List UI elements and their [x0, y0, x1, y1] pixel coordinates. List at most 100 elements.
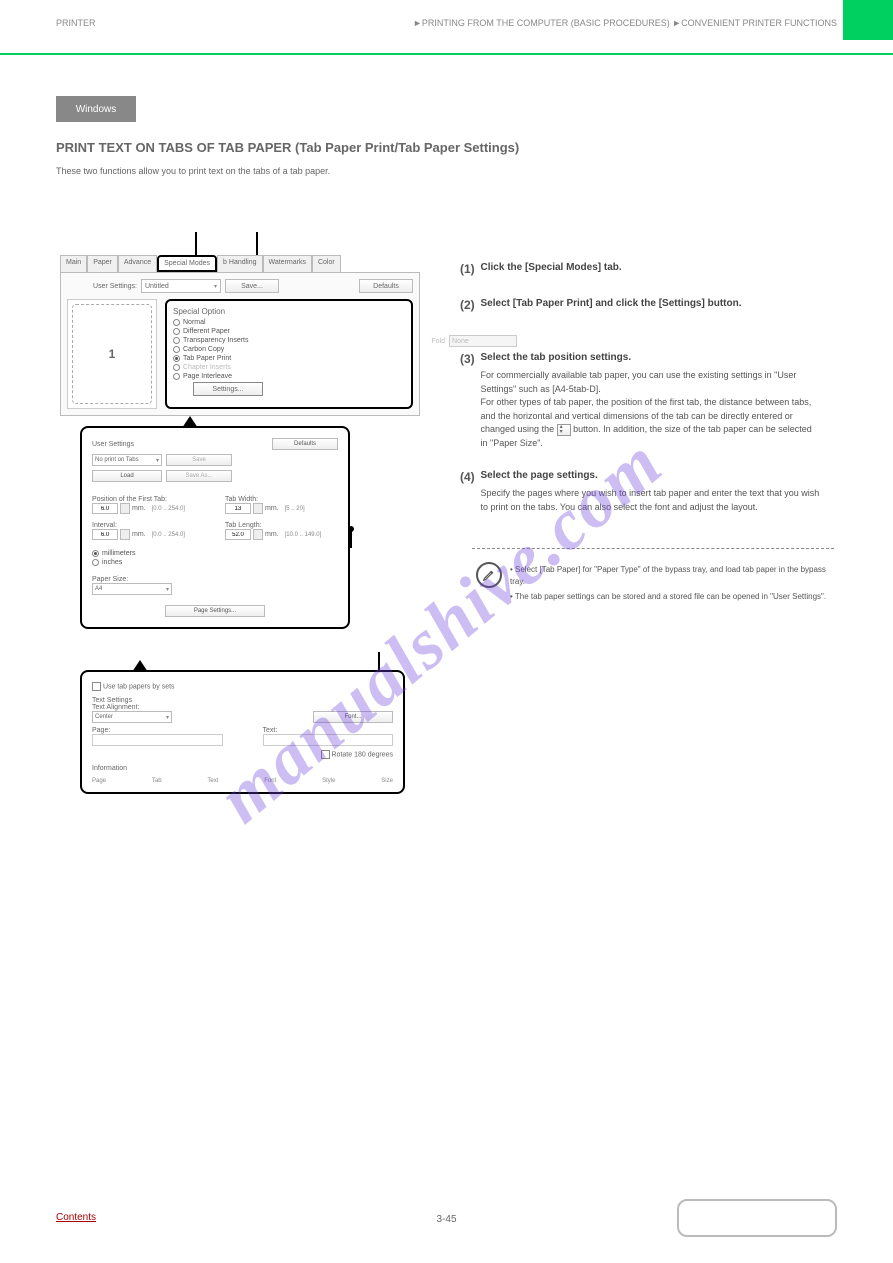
footer-button[interactable] [677, 1199, 837, 1237]
spinner-icon[interactable] [253, 529, 263, 540]
radio-carbon-copy[interactable]: Carbon Copy [173, 346, 405, 353]
text-input[interactable] [263, 734, 394, 746]
pencil-icon [476, 562, 502, 588]
paper-size-label: Paper Size: [92, 576, 338, 583]
page-settings-button[interactable]: Page Settings... [165, 605, 265, 617]
save-button[interactable]: Save... [225, 279, 279, 293]
radio-icon [92, 550, 99, 557]
spinner-icon[interactable] [253, 503, 263, 514]
dialog-body: User Settings: Untitled▾ Save... Default… [60, 272, 420, 416]
unit-mm[interactable]: millimeters [92, 550, 338, 557]
defaults-button[interactable]: Defaults [272, 438, 338, 450]
page-input[interactable] [92, 734, 223, 746]
note-line: • Select [Tab Paper] for "Paper Type" of… [510, 564, 830, 587]
step-title: Select the page settings. [481, 468, 821, 483]
interval-spinner[interactable]: mm.[0.0 .. 254.0] [92, 529, 205, 540]
header-right: ►PRINTING FROM THE COMPUTER (BASIC PROCE… [413, 18, 837, 28]
radio-icon [173, 328, 180, 335]
step-number: (2) [460, 296, 478, 314]
step-title: Select [Tab Paper Print] and click the [… [481, 296, 821, 311]
dialog-tabbar: Main Paper Advance Special Modes b Handl… [60, 255, 420, 272]
step-body: For commercially available tab paper, yo… [481, 370, 797, 394]
save-as-button[interactable]: Save As... [166, 470, 232, 482]
step-number: (3) [460, 350, 478, 368]
step-number: (4) [460, 468, 478, 486]
radio-page-interleave[interactable]: Page Interleave [173, 373, 405, 380]
use-by-sets-checkbox[interactable]: Use tab papers by sets [92, 682, 393, 691]
fold-dropdown[interactable]: None [449, 335, 517, 347]
radio-icon [173, 346, 180, 353]
radio-icon [173, 355, 180, 362]
radio-transparency[interactable]: Transparency Inserts [173, 337, 405, 344]
load-button[interactable]: Load [92, 470, 162, 482]
radio-tab-paper-print[interactable]: Tab Paper Print [173, 355, 405, 362]
text-alignment-label: Text Alignment: [92, 704, 393, 711]
spinner-icon[interactable] [120, 529, 130, 540]
settings-button[interactable]: Settings... [193, 382, 263, 396]
font-button[interactable]: Font... [313, 711, 393, 723]
header-left: PRINTER [56, 18, 96, 28]
page-settings-dialog: Use tab papers by sets Text Settings Tex… [80, 670, 405, 794]
page-preview: 1 [67, 299, 157, 409]
chevron-down-icon: ▾ [214, 283, 217, 290]
interval-label: Interval: [92, 522, 205, 529]
length-spinner[interactable]: mm.[10.0 .. 149.0] [225, 529, 338, 540]
step-1: (1) Click the [Special Modes] tab. [460, 260, 821, 279]
page-title: PRINT TEXT ON TABS OF TAB PAPER (Tab Pap… [56, 140, 837, 155]
user-settings-dropdown[interactable]: Untitled▾ [141, 279, 221, 293]
text-alignment-dropdown[interactable]: Center▾ [92, 711, 172, 723]
os-badge: Windows [56, 96, 136, 122]
page-subtitle: These two functions allow you to print t… [56, 165, 837, 178]
radio-icon [173, 373, 180, 380]
user-settings-label: User Settings [92, 441, 134, 448]
rotate-checkbox[interactable]: Rotate 180 degrees [92, 750, 393, 759]
contents-link[interactable]: Contents [56, 1212, 96, 1223]
info-columns: Page Tab Text Font Style Size [92, 778, 393, 784]
radio-normal[interactable]: Normal [173, 319, 405, 326]
radio-icon [173, 364, 180, 371]
page-rule [0, 53, 893, 55]
page-header: PRINTER ►PRINTING FROM THE COMPUTER (BAS… [56, 18, 837, 28]
step-3: (3) Select the tab position settings. Fo… [460, 350, 821, 450]
length-input[interactable] [225, 529, 251, 540]
page-number: 3-45 [436, 1214, 456, 1225]
tab-advance[interactable]: Advance [118, 255, 157, 272]
tab-paper[interactable]: Paper [87, 255, 118, 272]
position-input[interactable] [92, 503, 118, 514]
save-button[interactable]: Save [166, 454, 232, 466]
callout-marker [350, 530, 352, 548]
paper-size-dropdown[interactable]: A4▾ [92, 583, 172, 595]
interval-input[interactable] [92, 529, 118, 540]
spinner-icon[interactable] [120, 503, 130, 514]
note-separator [472, 548, 834, 549]
position-label: Position of the First Tab: [92, 496, 205, 503]
fold-label: Fold [431, 338, 445, 345]
tab-watermarks[interactable]: Watermarks [263, 255, 312, 272]
width-input[interactable] [225, 503, 251, 514]
defaults-button[interactable]: Defaults [359, 279, 413, 293]
tab-preset-dropdown[interactable]: No print on Tabs▾ [92, 454, 162, 466]
tab-special-modes[interactable]: Special Modes [157, 255, 217, 272]
length-label: Tab Length: [225, 522, 338, 529]
position-spinner[interactable]: mm.[0.0 .. 254.0] [92, 503, 205, 514]
chevron-down-icon: ▾ [156, 457, 159, 464]
width-spinner[interactable]: mm.[5 .. 20] [225, 503, 338, 514]
unit-inches[interactable]: inches [92, 559, 338, 566]
radio-chapter-inserts: Chapter Inserts [173, 364, 405, 371]
tab-main[interactable]: Main [60, 255, 87, 272]
tab-paper-settings-dialog: User Settings Defaults No print on Tabs▾… [80, 426, 350, 629]
chevron-down-icon: ▾ [166, 586, 169, 593]
note-text: • Select [Tab Paper] for "Paper Type" of… [510, 564, 830, 603]
radio-icon [173, 319, 180, 326]
tab-color[interactable]: Color [312, 255, 341, 272]
option-group-title: Special Option [173, 307, 405, 316]
step-number: (1) [460, 260, 478, 278]
tab-handling[interactable]: b Handling [217, 255, 262, 272]
checkbox-icon [92, 682, 101, 691]
special-option-group: Fold None Special Option Normal Differen… [165, 299, 413, 409]
radio-different-paper[interactable]: Different Paper [173, 328, 405, 335]
page-field-label: Page: [92, 727, 223, 734]
step-2: (2) Select [Tab Paper Print] and click t… [460, 296, 821, 315]
step-title: Select the tab position settings. [481, 350, 821, 365]
fold-area: Fold None [431, 335, 517, 347]
